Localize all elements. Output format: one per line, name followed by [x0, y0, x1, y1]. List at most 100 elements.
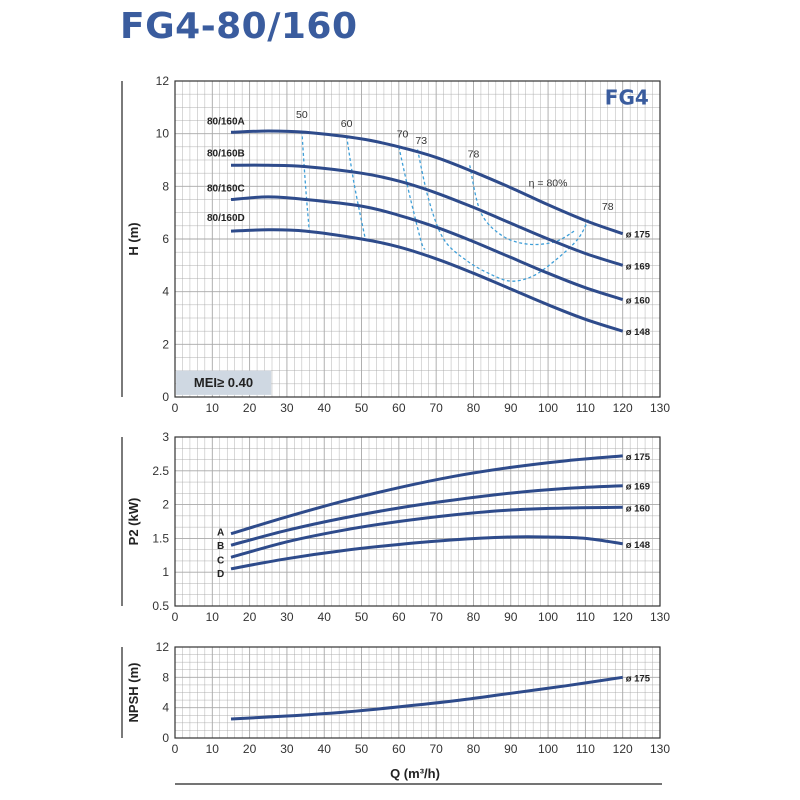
y-tick-label: 3: [162, 430, 169, 444]
x-tick-label: 90: [504, 401, 518, 415]
head-curve: [230, 129, 624, 236]
y-tick-label: 0: [162, 390, 169, 404]
power-curve-name: C: [217, 555, 224, 566]
efficiency-label: 70: [397, 129, 409, 141]
mei-box: [176, 370, 272, 395]
x-tick-label: 10: [206, 742, 220, 756]
npsh-curve: [230, 675, 623, 721]
x-tick-label: 40: [318, 742, 332, 756]
x-tick-label: 120: [613, 742, 633, 756]
x-tick-label: 90: [504, 742, 518, 756]
x-tick-label: 50: [355, 742, 369, 756]
power-curve-name: B: [217, 541, 224, 552]
head-curve-name: 80/160D: [207, 213, 245, 224]
power-curve: [230, 454, 623, 536]
plot-frame: [174, 646, 661, 739]
x-tick-label: 50: [355, 401, 369, 415]
y-axis-title: P2 (kW): [126, 498, 141, 546]
x-tick-label: 20: [243, 742, 257, 756]
power-curve-name: A: [217, 528, 224, 539]
npsh-diameter-label: ø 175: [626, 673, 651, 684]
power-curve-name: D: [217, 569, 224, 580]
head-curve-name: 80/160B: [207, 148, 245, 159]
efficiency-line: [345, 136, 366, 240]
power-curve: [230, 505, 623, 559]
power-diameter-label: ø 148: [626, 540, 650, 551]
head-curve-name: 80/160A: [207, 116, 245, 127]
y-tick-label: 4: [162, 701, 169, 715]
head-curve: [230, 163, 624, 267]
efficiency-line: [301, 130, 310, 232]
y-tick-label: 2: [162, 337, 169, 351]
efficiency-line: [416, 149, 590, 282]
power-curve: [230, 535, 623, 571]
x-tick-label: 30: [280, 401, 294, 415]
efficiency-label: 78: [602, 201, 614, 213]
npsh-chart: 0 10 20 30 40 50 60 70 80 90 100 110 120 130 0 4 8 12 NPSH…: [121, 640, 670, 756]
x-axis-title: Q (m³/h): [390, 766, 440, 781]
x-tick-label: 60: [392, 742, 406, 756]
x-tick-label: 0: [172, 742, 179, 756]
head-diameter-label: ø 169: [626, 261, 650, 272]
x-tick-label: 70: [429, 610, 443, 624]
y-tick-label: 6: [162, 232, 169, 246]
efficiency-label: η = 80%: [529, 177, 568, 189]
series-badge: FG4: [605, 86, 649, 110]
head-diameter-label: ø 148: [626, 327, 650, 338]
x-tick-label: 130: [650, 610, 670, 624]
y-axis-title: H (m): [126, 222, 141, 255]
x-tick-label: 130: [650, 401, 670, 415]
x-tick-label: 10: [206, 401, 220, 415]
x-tick-label: 40: [318, 401, 332, 415]
y-tick-label: 0: [162, 731, 169, 745]
power-diameter-label: ø 160: [626, 503, 650, 514]
x-tick-label: 120: [613, 401, 633, 415]
x-tick-label: 60: [392, 610, 406, 624]
x-tick-label: 30: [280, 742, 294, 756]
y-tick-label: 8: [162, 179, 169, 193]
x-tick-label: 80: [467, 401, 481, 415]
x-tick-label: 10: [206, 610, 220, 624]
x-tick-label: 20: [243, 401, 257, 415]
x-tick-label: 0: [172, 610, 179, 624]
x-tick-label: 110: [576, 742, 595, 756]
y-tick-label: 12: [156, 74, 170, 88]
x-tick-label: 120: [613, 610, 633, 624]
head-curve-name: 80/160C: [207, 184, 245, 195]
x-tick-label: 100: [538, 401, 558, 415]
x-tick-label: 80: [467, 742, 481, 756]
efficiency-label: 73: [415, 135, 427, 147]
x-tick-label: 0: [172, 401, 179, 415]
y-tick-label: 0.5: [152, 599, 169, 613]
y-tick-label: 1: [162, 565, 169, 579]
plot-frame: [174, 80, 661, 398]
power-curve: [230, 484, 623, 547]
power-diameter-label: ø 169: [626, 482, 650, 493]
y-tick-label: 8: [162, 670, 169, 684]
y-axis-title: NPSH (m): [126, 663, 141, 723]
x-tick-label: 70: [429, 401, 443, 415]
x-tick-label: 60: [392, 401, 406, 415]
y-tick-label: 4: [162, 285, 169, 299]
power-diameter-label: ø 175: [626, 452, 651, 463]
efficiency-label: 50: [296, 109, 308, 121]
x-tick-label: 20: [243, 610, 257, 624]
x-tick-label: 110: [576, 610, 595, 624]
y-tick-label: 10: [156, 127, 170, 141]
efficiency-label: 60: [341, 118, 353, 130]
mei-label: MEI≥ 0.40: [194, 375, 253, 390]
page-title: FG4-80/160: [120, 6, 358, 47]
x-tick-label: 50: [355, 610, 369, 624]
y-tick-label: 1.5: [152, 531, 169, 545]
y-tick-label: 2.5: [152, 464, 169, 478]
x-tick-label: 110: [576, 401, 595, 415]
x-tick-label: 70: [429, 742, 443, 756]
x-tick-label: 30: [280, 610, 294, 624]
x-tick-label: 100: [538, 742, 558, 756]
y-tick-label: 2: [162, 498, 169, 512]
x-tick-label: 130: [650, 742, 670, 756]
efficiency-label: 78: [468, 148, 480, 160]
head-curve: [230, 195, 624, 302]
head-diameter-label: ø 175: [626, 230, 651, 241]
